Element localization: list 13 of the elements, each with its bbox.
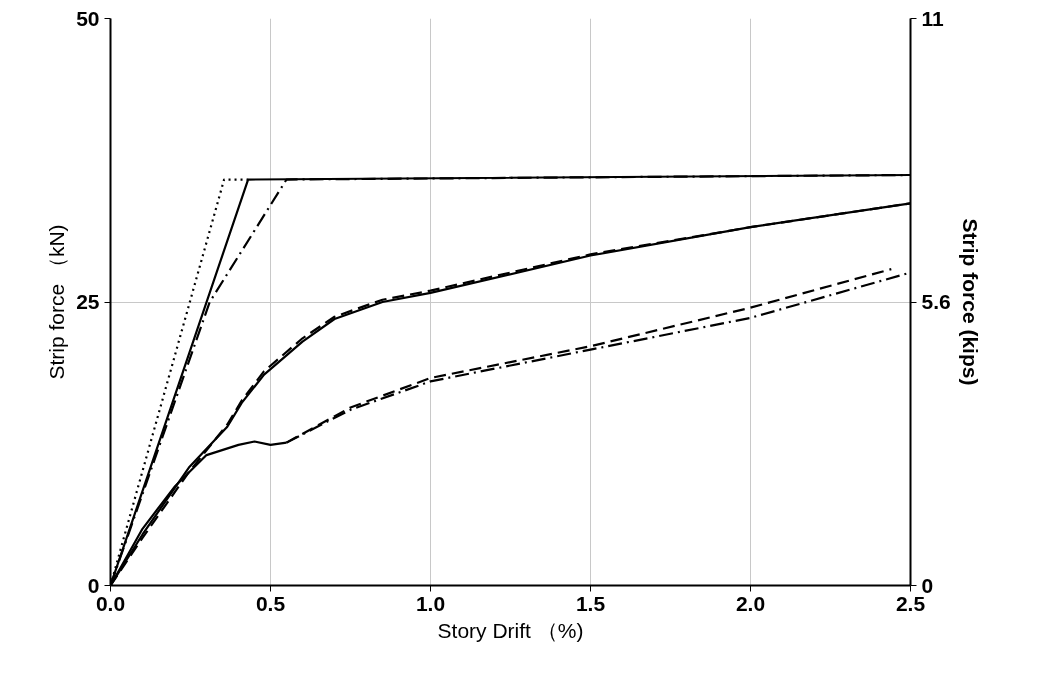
y-axis-title: Strip force （kN) — [45, 224, 69, 380]
y2-tick-label: 5.6 — [921, 290, 951, 313]
y-tick-label: 25 — [76, 290, 100, 313]
x-tick-label: 1.0 — [415, 591, 446, 615]
y2-axis-title: Strip force (kips) — [958, 218, 982, 386]
y-tick-label: 0 — [87, 573, 100, 597]
x-tick-label: 2.0 — [735, 591, 766, 615]
y2-tick-label: 0 — [921, 573, 934, 597]
x-tick-label: 1.5 — [575, 591, 606, 615]
y2-tick-label: 11 — [921, 6, 945, 30]
y-tick-label: 50 — [76, 6, 100, 30]
x-axis-title: Story Drift （%) — [437, 618, 584, 642]
x-tick-label: 0.5 — [255, 591, 286, 615]
